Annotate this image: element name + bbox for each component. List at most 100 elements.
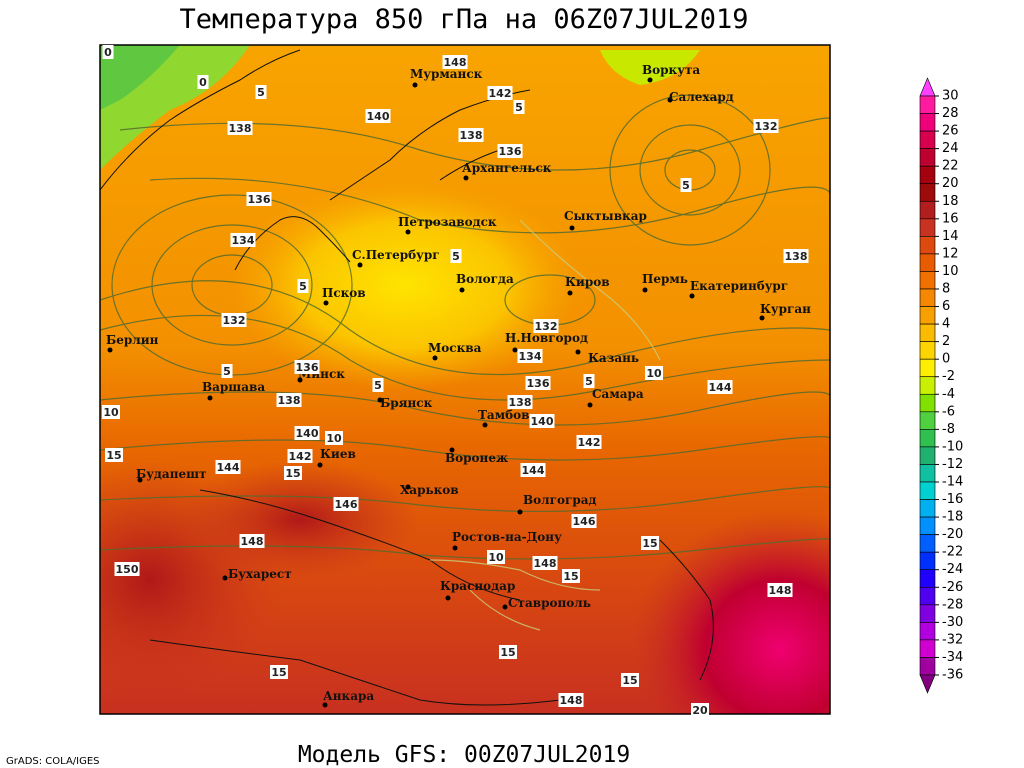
contour-label-box: [513, 100, 525, 114]
city-label: Будапешт: [136, 467, 206, 481]
colorbar-band: [919, 183, 936, 202]
city-dot: [322, 702, 328, 708]
contour-label-box: [365, 109, 391, 123]
colorbar-tick-label: -32: [942, 632, 963, 647]
colorbar: 302826242220181614121086420-2-4-6-8-10-1…: [919, 77, 963, 694]
colorbar-tick-label: -36: [942, 668, 963, 683]
contour-label: 10: [103, 406, 119, 419]
city-label: Н.Новгород: [505, 331, 588, 345]
city-dot: [642, 287, 648, 293]
contour-label-box: [499, 645, 517, 659]
city-label: Воркута: [642, 63, 700, 77]
city-dot: [405, 484, 411, 490]
colorbar-tick-label: 22: [942, 159, 959, 174]
colorbar-band: [919, 358, 936, 378]
colorbar-tick-label: -24: [942, 562, 963, 577]
colorbar-band: [919, 639, 936, 658]
colorbar-tick-label: 4: [942, 317, 950, 332]
colorbar-band: [919, 657, 936, 676]
contour-label: 134: [519, 350, 542, 363]
contour-label-box: [105, 448, 123, 462]
colorbar-tick-label: -28: [942, 597, 963, 612]
contour-label-box: [284, 466, 302, 480]
colorbar-band: [919, 200, 936, 220]
contour-label-box: [517, 349, 543, 363]
contour-label-box: [102, 45, 114, 59]
contour-label-box: [707, 380, 733, 394]
contour-label-box: [333, 497, 359, 511]
contour-label-box: [507, 395, 533, 409]
city-dot: [357, 262, 363, 268]
colorbar-tick-label: 28: [942, 106, 959, 121]
contour-label-box: [294, 360, 320, 374]
colorbar-arrow-bottom: [919, 674, 936, 694]
city-label: Сыктывкар: [564, 209, 647, 223]
city-label: Курган: [760, 302, 811, 316]
colorbar-tick-label: -20: [942, 527, 963, 542]
colorbar-tick-label: -34: [942, 650, 963, 665]
colorbar-tick-label: -30: [942, 615, 963, 630]
contour-label: 138: [785, 250, 808, 263]
city-label: Киев: [320, 447, 356, 461]
colorbar-band: [919, 165, 936, 185]
contour-label: 136: [248, 193, 271, 206]
contour-label-box: [621, 673, 639, 687]
colorbar-band: [919, 288, 936, 307]
contour-label: 10: [326, 432, 342, 445]
credit: GrADS: COLA/IGES: [6, 756, 100, 767]
contour-label: 5: [374, 379, 382, 392]
contour-label-box: [114, 562, 140, 576]
contour-label-box: [255, 85, 267, 99]
colorbar-band: [919, 622, 936, 641]
contour-label: 140: [367, 110, 390, 123]
city-dot: [587, 402, 593, 408]
colorbar-tick-label: -22: [942, 545, 963, 560]
contour-label-box: [767, 583, 793, 597]
contour-label: 134: [232, 234, 255, 247]
colorbar-band: [919, 218, 936, 237]
contour-label-box: [246, 192, 272, 206]
contour-label: 138: [278, 394, 301, 407]
colorbar-band: [919, 429, 936, 448]
contour-label-box: [558, 693, 584, 707]
colorbar-tick-label: 6: [942, 299, 950, 314]
city-dot: [667, 97, 673, 103]
city-label: Псков: [322, 286, 366, 300]
colorbar-tick-label: -6: [942, 404, 955, 419]
contour-label: 142: [489, 87, 512, 100]
colorbar-tick-label: 18: [942, 194, 959, 209]
colorbar-band: [919, 95, 936, 114]
contour-label: 142: [289, 450, 312, 463]
contour-label: 15: [622, 674, 637, 687]
colorbar-band: [919, 586, 936, 606]
contour-label-box: [197, 75, 209, 89]
city-label: Ростов-на-Дону: [452, 530, 562, 544]
contour-label: 146: [335, 498, 358, 511]
contour-label: 148: [241, 535, 264, 548]
contour-label-box: [372, 378, 384, 392]
contour-label: 150: [116, 563, 139, 576]
city-dot: [377, 397, 383, 403]
contour-label-box: [221, 313, 247, 327]
colorbar-band: [919, 306, 936, 325]
contour-label: 0: [104, 46, 112, 59]
contour-label-box: [102, 405, 120, 419]
city-label: Варшава: [202, 380, 265, 394]
city-dot: [207, 395, 213, 401]
colorbar-tick-label: 0: [942, 352, 950, 367]
contour-label: 5: [682, 179, 690, 192]
city-label: Анкара: [323, 689, 374, 703]
colorbar-band: [919, 376, 936, 395]
city-dot: [405, 229, 411, 235]
city-label: Тамбов: [478, 408, 529, 422]
contour-label-box: [487, 550, 505, 564]
colorbar-tick-label: -4: [942, 387, 955, 402]
colorbar-tick-label: -10: [942, 439, 963, 454]
city-layer: Мурманск Архангельск Воркута Салехард Петроз…: [106, 63, 811, 708]
contour-label: 144: [217, 461, 240, 474]
city-dot: [107, 347, 113, 353]
colorbar-band: [919, 569, 936, 588]
contour-label-box: [562, 569, 580, 583]
contour-label-box: [645, 366, 663, 380]
city-dot: [482, 422, 488, 428]
